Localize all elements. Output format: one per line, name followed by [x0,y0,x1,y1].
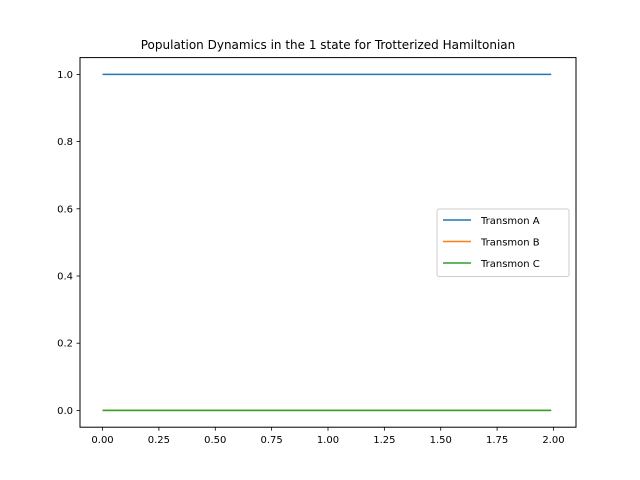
legend-label: Transmon B [480,238,540,249]
legend-label: Transmon A [480,216,540,227]
y-tick-label: 0.8 [57,137,73,148]
x-tick-label: 1.50 [430,435,452,446]
x-tick-label: 1.25 [373,435,395,446]
y-tick-label: 0.4 [57,272,73,283]
y-tick-label: 0.0 [57,406,73,417]
x-tick-label: 0.25 [148,435,170,446]
x-tick-label: 2.00 [542,435,564,446]
x-axis: 0.00 0.25 0.50 0.75 1.00 1.25 1.50 1.75 2.00 [91,427,565,446]
x-tick-label: 0.75 [261,435,283,446]
y-tick-label: 0.6 [57,204,73,215]
y-tick-label: 0.2 [57,339,73,350]
legend-box [436,208,570,277]
y-tick-label: 1.0 [57,70,73,81]
series-layer [102,73,552,412]
x-tick-label: 0.50 [204,435,226,446]
x-tick-label: 0.00 [91,435,113,446]
legend-label: Transmon C [480,259,540,270]
chart-title: Population Dynamics in the 1 state for T… [141,38,516,52]
legend: Transmon A Transmon B Transmon C [436,208,570,277]
y-axis: 0.0 0.2 0.4 0.6 0.8 1.0 [57,70,80,417]
x-tick-label: 1.75 [486,435,508,446]
x-tick-label: 1.00 [317,435,339,446]
